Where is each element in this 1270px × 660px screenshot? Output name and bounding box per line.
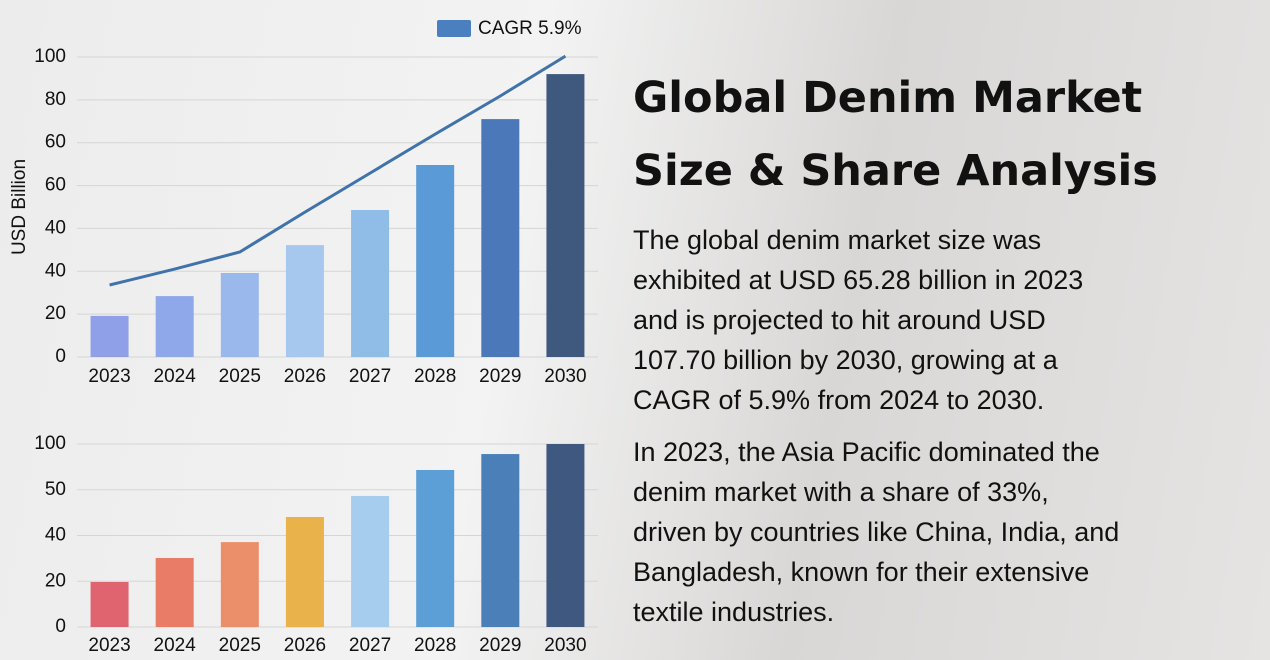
legend-label: CAGR 5.9% [478, 18, 582, 39]
bar [481, 454, 520, 627]
bar [155, 558, 194, 627]
y-tick-label: 20 [45, 570, 66, 591]
trend-line [109, 54, 567, 287]
x-tick-label: 2027 [349, 366, 391, 387]
bar [285, 517, 324, 627]
paragraph-line: The global denim market size was [633, 225, 1042, 255]
bar [416, 165, 455, 357]
y-tick-label: 100 [34, 433, 66, 454]
title-line: Global Denim Market [633, 73, 1143, 123]
bar [546, 74, 585, 357]
y-tick-label: 40 [45, 525, 66, 546]
bar [285, 245, 324, 357]
x-tick-label: 2030 [544, 366, 586, 387]
paragraph-line: driven by countries like China, India, a… [633, 517, 1120, 547]
x-tick-label: 2026 [284, 366, 326, 387]
x-tick-label: 2030 [544, 635, 586, 656]
paragraph-line: 107.70 billion by 2030, growing at a [633, 345, 1058, 375]
bar [90, 315, 129, 357]
x-tick-label: 2026 [284, 635, 326, 656]
x-tick-label: 2029 [479, 366, 521, 387]
x-tick-label: 2027 [349, 635, 391, 656]
bar [351, 495, 390, 627]
y-tick-label: 50 [45, 479, 66, 500]
legend-swatch [437, 20, 471, 37]
paragraph-line: and is projected to hit around USD [633, 305, 1046, 335]
x-tick-label: 2024 [154, 366, 197, 387]
bar [416, 469, 455, 627]
x-tick-label: 2023 [88, 635, 130, 656]
y-tick-label: 60 [45, 175, 66, 196]
y-tick-label: 100 [34, 46, 66, 67]
y-tick-label: 60 [45, 132, 66, 153]
text-column: Global Denim Market Size & Share Analysis… [633, 62, 1263, 632]
x-tick-label: 2024 [154, 635, 197, 656]
paragraph: The global denim market size was exhibite… [633, 220, 1263, 420]
y-tick-label: 40 [45, 217, 66, 238]
charts: 0 20 40 40 60 60 80 100 USD Billion 2023 2024 2025 2… [9, 18, 598, 656]
bar [220, 542, 259, 627]
x-tick-label: 2025 [219, 366, 261, 387]
bar [351, 210, 390, 357]
paragraph: In 2023, the Asia Pacific dominated the d… [633, 432, 1263, 632]
bar [90, 581, 129, 627]
bar [220, 273, 259, 357]
paragraph-line: In 2023, the Asia Pacific dominated the [633, 437, 1100, 467]
title-line: Size & Share Analysis [633, 146, 1158, 196]
y-tick-label: 0 [55, 346, 66, 367]
y-tick-label: 40 [45, 260, 66, 281]
paragraph-line: CAGR of 5.9% from 2024 to 2030. [633, 385, 1045, 415]
y-tick-label: 80 [45, 89, 66, 110]
x-tick-label: 2029 [479, 635, 521, 656]
x-tick-label: 2025 [219, 635, 261, 656]
y-tick-label: 0 [55, 616, 66, 637]
x-tick-label: 2028 [414, 635, 456, 656]
paragraph-line: textile industries. [633, 597, 835, 627]
bar [155, 296, 194, 357]
y-tick-label: 20 [45, 303, 66, 324]
bar [546, 444, 585, 627]
x-tick-label: 2023 [88, 366, 130, 387]
paragraph-line: Bangladesh, known for their extensive [633, 557, 1090, 587]
bar [481, 119, 520, 357]
y-axis-label: USD Billion [9, 159, 30, 255]
x-tick-label: 2028 [414, 366, 456, 387]
paragraph-line: exhibited at USD 65.28 billion in 2023 [633, 265, 1084, 295]
paragraph-line: denim market with a share of 33%, [633, 477, 1049, 507]
